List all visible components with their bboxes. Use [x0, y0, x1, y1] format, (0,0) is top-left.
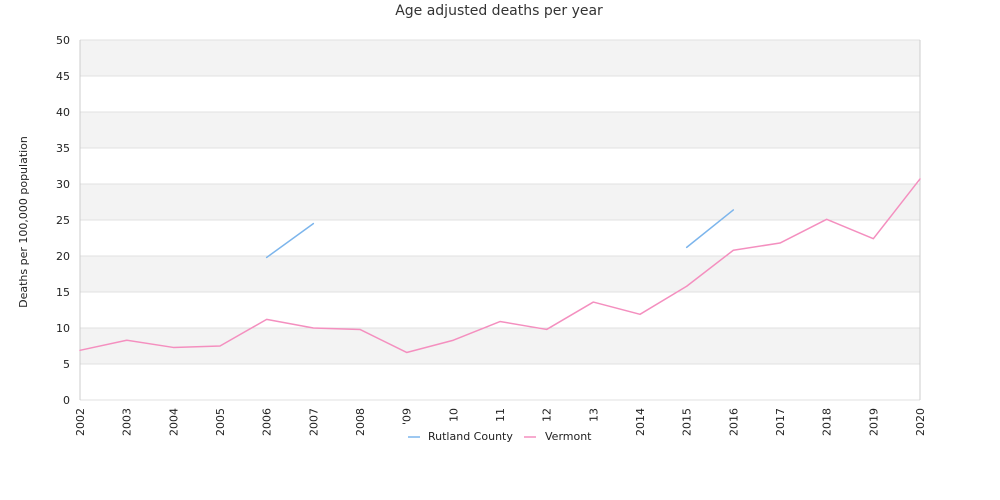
x-tick-label: 13 — [587, 408, 600, 422]
x-tick-label: 10 — [447, 408, 460, 422]
series-line-segment — [265, 222, 315, 259]
grid-band — [80, 184, 920, 220]
legend-label[interactable]: Rutland County — [428, 430, 513, 443]
x-tick-label: 2003 — [121, 408, 134, 436]
x-tick-label: 2020 — [914, 408, 927, 436]
y-tick-label: 45 — [56, 70, 70, 83]
x-tick-label: 2005 — [214, 408, 227, 436]
x-tick-label: 2008 — [354, 408, 367, 436]
grid-band — [80, 256, 920, 292]
x-tick-label: 2019 — [867, 408, 880, 436]
series-lines — [79, 178, 921, 354]
series-0 — [265, 209, 735, 259]
y-tick-label: 25 — [56, 214, 70, 227]
x-tick-label: 2015 — [681, 408, 694, 436]
y-axis-label: Deaths per 100,000 population — [17, 136, 30, 308]
x-tick-label: 2018 — [821, 408, 834, 436]
y-tick-label: 5 — [63, 358, 70, 371]
y-tick-label: 0 — [63, 394, 70, 407]
grid-band — [80, 364, 920, 400]
y-tick-label: 20 — [56, 250, 70, 263]
grid-lines — [79, 39, 921, 401]
legend: Rutland County Vermont — [408, 430, 592, 443]
y-tick-label: 10 — [56, 322, 70, 335]
grid-band — [80, 292, 920, 328]
x-tick-label: '09 — [401, 408, 414, 425]
y-tick-label: 30 — [56, 178, 70, 191]
grid-band — [80, 112, 920, 148]
x-tick-label: 2014 — [634, 408, 647, 436]
y-tick-label: 50 — [56, 34, 70, 47]
y-axis-ticks: 0 5 10 15 20 25 30 35 40 45 50 — [56, 34, 70, 407]
y-tick-label: 35 — [56, 142, 70, 155]
y-tick-label: 40 — [56, 106, 70, 119]
grid-bands — [80, 40, 920, 400]
chart-title: Age adjusted deaths per year — [395, 3, 603, 19]
grid-band — [80, 148, 920, 184]
x-tick-label: 12 — [541, 408, 554, 422]
series-line-segment — [79, 178, 921, 354]
grid-band — [80, 220, 920, 256]
x-tick-label: 2016 — [727, 408, 740, 436]
series-1 — [79, 178, 921, 354]
grid-band — [80, 40, 920, 76]
x-tick-label: 2002 — [74, 408, 87, 436]
series-line-segment — [685, 209, 735, 249]
x-axis-ticks: 2002 2003 2004 2005 2006 2007 2008 '09 10 11 12 13 2… — [74, 408, 927, 436]
x-tick-label: 2007 — [307, 408, 320, 436]
legend-label[interactable]: Vermont — [545, 430, 592, 443]
x-tick-label: 11 — [494, 408, 507, 422]
y-tick-label: 15 — [56, 286, 70, 299]
x-tick-label: 2004 — [167, 408, 180, 436]
x-tick-label: 2017 — [774, 408, 787, 436]
grid-band — [80, 76, 920, 112]
x-tick-label: 2006 — [261, 408, 274, 436]
